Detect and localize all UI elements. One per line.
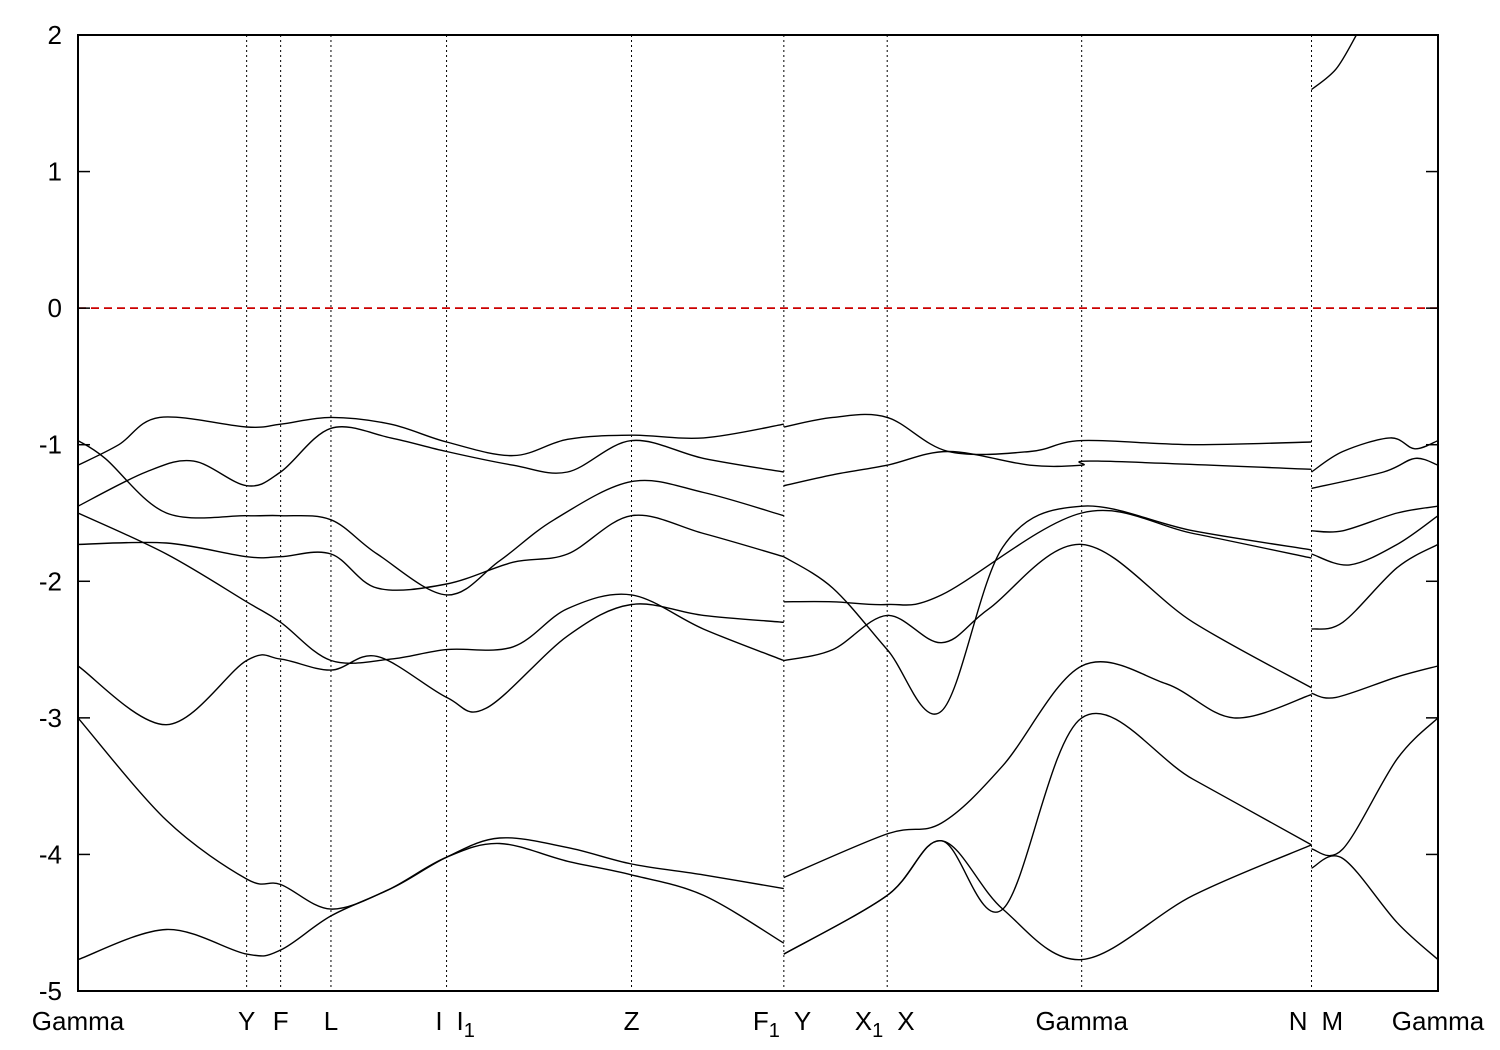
- x-kpoint-label: Z: [624, 1006, 640, 1036]
- band-line: [77, 603, 784, 726]
- band-line: [1311, 457, 1439, 490]
- x-kpoint-label: M: [1322, 1006, 1344, 1036]
- x-kpoint-label: Y: [238, 1006, 255, 1036]
- y-tick-label: -2: [39, 566, 62, 596]
- band-line: [1311, 717, 1439, 857]
- band-line: [77, 842, 785, 961]
- band-line: [77, 440, 784, 596]
- y-tick-label: -5: [39, 976, 62, 1006]
- band-line: [1311, 665, 1439, 699]
- band-lines: [77, 34, 1439, 961]
- x-kpoint-label: X1: [855, 1006, 883, 1042]
- x-kpoint-label: Gamma: [32, 1006, 125, 1036]
- y-tick-label: -3: [39, 703, 62, 733]
- band-line: [1311, 505, 1439, 533]
- x-kpoint-label: I: [435, 1006, 442, 1036]
- x-axis-kpoint-labels: Gamma Y F L I I1 Z F1 Y X1 X Gamma N M Gamma: [32, 1006, 1485, 1042]
- x-kpoint-label: L: [324, 1006, 338, 1036]
- band-line: [783, 509, 1312, 606]
- y-tick-label: 1: [48, 157, 62, 187]
- x-kpoint-label: X: [897, 1006, 914, 1036]
- y-tick-label: 0: [48, 293, 62, 323]
- y-tick-label: -4: [39, 839, 62, 869]
- plot-frame: [77, 34, 1439, 992]
- x-kpoint-label: F: [273, 1006, 289, 1036]
- band-line: [1311, 515, 1439, 566]
- x-kpoint-label: Gamma: [1392, 1006, 1485, 1036]
- x-kpoint-label: I1: [457, 1006, 475, 1042]
- band-line: [1311, 855, 1439, 961]
- band-line: [77, 512, 785, 664]
- band-line: [783, 505, 1312, 715]
- band-line: [783, 661, 1312, 879]
- band-line: [77, 514, 784, 591]
- x-kpoint-label: N: [1289, 1006, 1308, 1036]
- x-kpoint-label: Y: [794, 1006, 811, 1036]
- band-line: [77, 717, 784, 910]
- band-line: [1311, 543, 1439, 630]
- band-line: [783, 450, 1312, 487]
- band-line: [783, 413, 1312, 456]
- band-line: [1311, 437, 1439, 473]
- band-line: [783, 543, 1312, 689]
- band-line: [77, 416, 784, 466]
- high-symmetry-lines: [246, 35, 1313, 991]
- band-line: [77, 426, 784, 507]
- y-tick-label: 2: [48, 20, 62, 50]
- band-line: [783, 712, 1312, 955]
- band-line: [783, 840, 1312, 961]
- x-kpoint-label: F1: [753, 1006, 780, 1042]
- y-tick-label: -1: [39, 430, 62, 460]
- band-line: [1311, 34, 1358, 91]
- y-axis-ticks: -5 -4 -3 -2 -1 0 1 2: [39, 20, 1438, 1006]
- x-kpoint-label: Gamma: [1035, 1006, 1128, 1036]
